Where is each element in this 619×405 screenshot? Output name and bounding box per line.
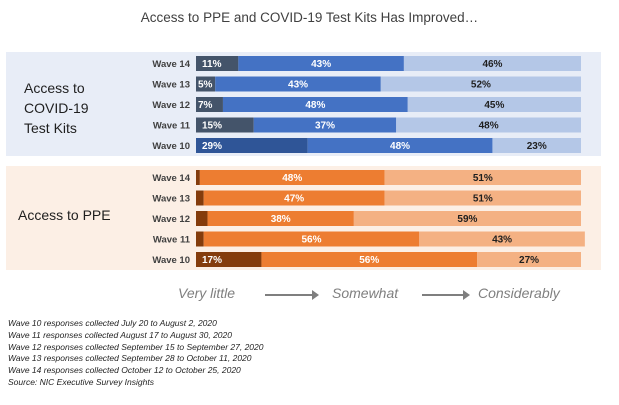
footnotes: Wave 10 responses collected July 20 to A… [8,318,263,389]
bar-segment [196,252,262,267]
data-label: 56% [301,235,321,246]
category-label: Wave 11 [153,121,191,132]
data-label: 51% [473,194,493,205]
bar-segment [199,170,385,185]
data-label: 5% [198,80,213,91]
bar-segment [492,138,581,153]
bar-segment [196,117,254,133]
bar-segment [477,252,581,267]
legend-arrow-icon [265,290,319,300]
category-label: Wave 10 [152,141,190,152]
data-label: 7% [198,100,213,111]
data-label: 51% [473,173,493,184]
data-label: 59% [457,214,477,225]
bar-segment [196,190,204,206]
bar-segment [203,231,420,247]
category-label: Wave 10 [152,255,190,266]
legend-arrow-icon [422,290,470,300]
category-label: Wave 12 [152,100,190,111]
bar-segment [196,211,208,226]
bar-segment [403,56,581,71]
source-note: Source: NIC Executive Survey Insights [8,376,154,387]
bar-segment [196,56,239,71]
bar-segment [203,190,385,206]
bar-segment [196,170,200,185]
legend-somewhat: Somewhat [332,285,399,301]
legend-considerably: Considerably [478,285,560,301]
data-label: 37% [315,121,335,132]
data-label: 48% [305,100,325,111]
data-label: 47% [284,194,304,205]
data-label: 23% [527,141,547,152]
bar-segment [196,138,308,153]
bar-segment [407,97,581,112]
data-label: 15% [202,121,222,132]
bar-segment [419,231,585,247]
data-label: 48% [479,121,499,132]
category-label: Wave 14 [152,59,190,70]
data-label: 29% [202,141,222,152]
bar-segment [253,117,397,133]
bar-segment [222,97,408,112]
bar-segment [353,211,581,226]
bar-segment [238,56,404,71]
bar-segment [380,76,581,92]
bar-segment [215,76,381,92]
data-label: 17% [202,255,222,266]
footnote-line: Wave 11 responses collected August 17 to… [8,329,232,340]
data-label: 46% [482,59,502,70]
ppe-group-label: Access to PPE [18,207,111,223]
category-label: Wave 13 [152,194,190,205]
footnote-line: Wave 14 responses collected October 12 t… [8,365,241,376]
bar-segment [261,252,478,267]
footnote-line: Wave 10 responses collected July 20 to A… [8,318,217,328]
data-label: 43% [492,235,512,246]
category-label: Wave 12 [152,214,190,225]
footnote-line: Wave 13 responses collected September 28… [8,353,252,364]
stacked-bar-chart: Wave 14 11% 43% 46% Wave 13 5% 43% 52% Wave 12 7%… [152,56,585,267]
data-label: 45% [484,100,504,111]
bar-segment [384,190,581,206]
data-label: 56% [359,255,379,266]
covid-group-label: Access to COVID-19 Test Kits [24,80,89,136]
data-label: 43% [311,59,331,70]
footnote-line: Wave 12 responses collected September 15… [8,341,264,352]
category-label: Wave 13 [152,80,190,91]
category-label: Wave 11 [153,235,191,246]
data-label: 43% [288,80,308,91]
chart-title: Access to PPE and COVID-19 Test Kits Has… [140,10,479,25]
bar-segment [196,76,216,92]
scale-legend: Very little Somewhat Considerably [150,285,590,305]
data-label: 11% [202,59,222,70]
legend-very-little: Very little [178,285,236,301]
category-label: Wave 14 [152,173,190,184]
data-label: 38% [271,214,291,225]
data-label: 48% [390,141,410,152]
bar-segment [307,138,493,153]
data-label: 52% [471,80,491,91]
bar-segment [384,170,581,185]
data-label: 27% [519,255,539,266]
bar-segment [207,211,354,226]
bar-segment [196,97,223,112]
bar-segment [196,231,204,247]
data-label: 48% [282,173,302,184]
bar-segment [396,117,581,133]
